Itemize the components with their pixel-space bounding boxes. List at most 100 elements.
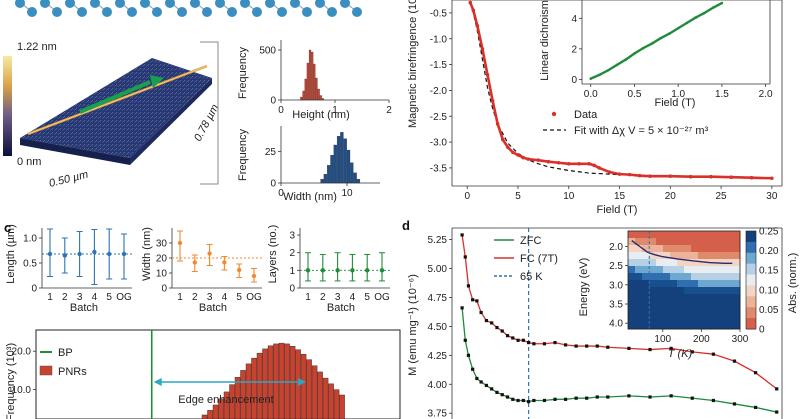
heatmap-cell (705, 301, 713, 309)
lattice-atom (352, 7, 362, 17)
fc-point (466, 284, 471, 288)
zfc-point (553, 397, 557, 401)
heatmap-cell (677, 259, 685, 267)
batch-point (350, 268, 355, 273)
heatmap-cell (691, 252, 699, 260)
dichroism-xtick-label: 0.0 (584, 89, 598, 100)
dichroism-point (668, 32, 671, 35)
magnetization-ytick-label: 4.50 (428, 322, 448, 333)
batch-point (365, 268, 370, 273)
heatmap-cell (705, 238, 713, 246)
length-ylabel: Length (µm) (5, 224, 17, 284)
histogram-bar (327, 165, 331, 184)
lattice-atom (165, 0, 175, 8)
heatmap-cell (663, 294, 671, 302)
heatmap-cell (656, 266, 664, 274)
heatmap-cell (684, 308, 692, 316)
birefringence-data-point (597, 166, 602, 170)
pnr-hist-bar (256, 352, 263, 419)
batch-ytick-label: 0.5 (23, 259, 37, 270)
heatmap-cell (628, 287, 636, 295)
lattice-illustration (15, 0, 362, 17)
heatmap-cell (677, 266, 685, 274)
heatmap-cell (670, 238, 678, 246)
heatmap-cell (691, 245, 699, 253)
histogram-bar (346, 149, 351, 184)
magnetization-ylabel: M (emu mg⁻¹) (10⁻⁶) (407, 274, 419, 376)
heatmap-cell (656, 294, 664, 302)
heatmap-cell (656, 245, 664, 253)
heatmap-cell (726, 294, 734, 302)
heatmap-cell (642, 245, 650, 253)
batch-point (207, 251, 212, 256)
heatmap-cell (733, 308, 741, 316)
dichroism-ytick-label: 0 (571, 75, 577, 86)
birefringence-xtick-label: 10 (563, 191, 575, 202)
afm-arrow (79, 80, 151, 114)
birefringence-data-point (688, 174, 693, 179)
heatmap-cell (712, 322, 720, 330)
length-batch-chart: 1 2 3 4 5 OG 0 0.5 1.0 Length (µm) Batch (5, 224, 132, 314)
batch-xtick-label: 3 (335, 292, 341, 303)
pnr-hist-bar (300, 354, 307, 419)
fc-point (500, 329, 504, 333)
heatmap-cell (635, 231, 643, 239)
width-histogram: Frequency 0 10 0 25 Width (nm) (237, 126, 380, 203)
heatmap-cell (677, 273, 685, 281)
dichroism-xtick-label: 0.5 (628, 89, 642, 100)
heatmap-cell (691, 266, 699, 274)
heatmap-cell (691, 273, 699, 281)
zfc-point (563, 397, 568, 401)
dichroism-xlabel: Field (T) (655, 97, 696, 109)
heatmap-cell (733, 315, 741, 323)
length-xlabel: Batch (70, 302, 98, 314)
heatmap-cell (698, 294, 706, 302)
heatmap-cell (726, 231, 734, 239)
afm-surface-side-right (130, 78, 212, 165)
dichroism-xtick-label: 1.0 (671, 89, 685, 100)
heatmap-cell (705, 266, 713, 274)
birefringence-data-point (648, 174, 652, 178)
histogram-bar (323, 173, 328, 184)
fc-point (505, 334, 510, 338)
fc-point (460, 233, 464, 237)
pnr-histogram: 10.0 20.0 Frequency (10³) BP PNRs Edge en… (5, 329, 401, 419)
afm-scale-min: 0 nm (17, 156, 41, 168)
width-xlabel: Batch (199, 302, 227, 314)
batch-point (251, 273, 257, 279)
heatmap-cell (628, 245, 636, 253)
heatmap-cell (656, 308, 664, 316)
heatmap-cell (635, 259, 643, 267)
dichroism-point (598, 73, 601, 77)
zfc-point (690, 396, 694, 400)
heatmap-cell (642, 231, 650, 239)
dichroism-point (624, 58, 628, 61)
heatmap-cell (656, 322, 664, 330)
heatmap-cell (628, 315, 636, 323)
batch-point (237, 267, 242, 273)
birefringence-data-line (469, 2, 772, 180)
dichroism-point (676, 26, 680, 30)
dichroism-point (650, 42, 654, 45)
heatmap-cell (677, 231, 685, 239)
heatmap-cell (649, 294, 657, 302)
heatmap-cell (649, 273, 657, 281)
heatmap-cell (733, 294, 741, 302)
birefringence-data-point (729, 175, 734, 180)
fc-point (585, 344, 589, 348)
pnr-hist-bar (322, 377, 329, 419)
heatmap-cell (698, 231, 706, 239)
layers-ylabel: Layers (no.) (267, 225, 279, 284)
colorbar-segment (746, 318, 756, 330)
heatmap-cell (698, 308, 706, 316)
heatmap-cell (733, 259, 741, 267)
colorbar-tick-label: 0.15 (759, 266, 779, 277)
lattice-atom (115, 0, 125, 8)
fc-point (463, 255, 467, 259)
birefringence-xtick-label: 20 (665, 191, 677, 202)
dichroism-ylabel: Linear dichroism (10⁻ (539, 0, 551, 81)
height-histogram: Frequency 0 1 2 0 500 Height (nm) (237, 40, 392, 121)
zfc-point (585, 396, 589, 400)
afm-bracket (200, 41, 219, 185)
birefringence-data-point (546, 159, 551, 164)
